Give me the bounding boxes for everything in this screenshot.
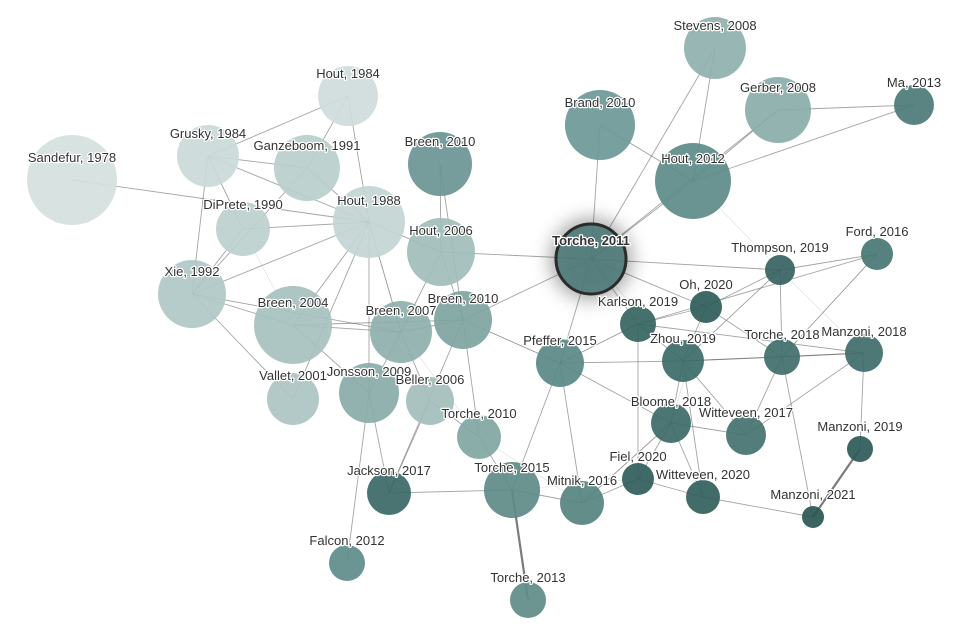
node-grusky1984[interactable]: [177, 125, 239, 187]
node-jonsson2009[interactable]: [339, 363, 399, 423]
node-torche2011[interactable]: [554, 222, 628, 296]
node-ford2016[interactable]: [861, 238, 893, 270]
node-label-ganzeboom1991: Ganzeboom, 1991: [254, 138, 361, 153]
node-xie1992[interactable]: [158, 260, 226, 328]
label-layer: Sandefur, 1978 Hout, 1984 Grusky, 1984 Ganz…: [27, 17, 943, 587]
node-label-manzoni2021: Manzoni, 2021: [770, 487, 855, 502]
edge-witteveen2020-manzoni2021: [702, 496, 814, 518]
node-mitnik2016[interactable]: [560, 481, 604, 525]
node-manzoni2021[interactable]: [802, 506, 824, 528]
node-pfeffer2015[interactable]: [536, 339, 584, 387]
node-layer: [27, 17, 934, 618]
node-label-stevens2008: Stevens, 2008: [673, 18, 756, 33]
edge-karlson2019-manzoni2018: [637, 323, 865, 354]
node-torche2013[interactable]: [510, 582, 546, 618]
node-breen2004[interactable]: [254, 286, 332, 364]
node-label-hout1988: Hout, 1988: [337, 193, 401, 208]
node-thompson2019[interactable]: [765, 255, 795, 285]
node-label-zhou2019: Zhou, 2019: [650, 331, 716, 346]
node-label-grusky1984: Grusky, 1984: [170, 126, 246, 141]
node-manzoni2018[interactable]: [845, 334, 883, 372]
node-stevens2008[interactable]: [684, 17, 746, 79]
edge-ford2016-karlson2019: [637, 253, 878, 325]
node-ma2013[interactable]: [894, 85, 934, 125]
node-label-hout1984: Hout, 1984: [316, 66, 380, 81]
node-gerber2008[interactable]: [745, 77, 811, 143]
node-label-beller2006: Beller, 2006: [396, 372, 465, 387]
node-diprete1990[interactable]: [216, 202, 270, 256]
node-label-gerber2008: Gerber, 2008: [740, 80, 816, 95]
edge-ma2013-hout2012: [692, 104, 915, 182]
node-label-sandefur1978: Sandefur, 1978: [28, 150, 116, 165]
node-label-breen2010b: Breen, 2010: [428, 291, 499, 306]
node-ganzeboom1991[interactable]: [274, 135, 340, 201]
node-label-ford2016: Ford, 2016: [846, 224, 909, 239]
node-falcon2012[interactable]: [329, 545, 365, 581]
node-label-torche2010: Torche, 2010: [441, 406, 516, 421]
edge-zhou2019-witteveen2020: [682, 360, 704, 498]
node-label-pfeffer2015: Pfeffer, 2015: [523, 333, 597, 348]
node-label-manzoni2019: Manzoni, 2019: [817, 419, 902, 434]
node-label-witteveen2017: Witteveen, 2017: [699, 405, 793, 420]
node-label-falcon2012: Falcon, 2012: [309, 533, 384, 548]
node-manzoni2019[interactable]: [847, 436, 873, 462]
node-label-ma2013: Ma, 2013: [887, 75, 941, 90]
edge-thompson2019-zhou2019: [682, 269, 781, 362]
node-label-vallet2001: Vallet, 2001: [259, 368, 327, 383]
edge-thompson2019-ford2016: [779, 253, 878, 271]
node-hout2012[interactable]: [655, 143, 731, 219]
edge-torche2018-manzoni2021: [781, 356, 814, 518]
node-label-diprete1990: DiPrete, 1990: [203, 197, 283, 212]
node-label-manzoni2018: Manzoni, 2018: [821, 324, 906, 339]
node-vallet2001[interactable]: [267, 373, 319, 425]
node-torche2018[interactable]: [764, 339, 800, 375]
node-label-xie1992: Xie, 1992: [165, 264, 220, 279]
node-oh2020[interactable]: [690, 291, 722, 323]
node-label-breen2010a: Breen, 2010: [405, 134, 476, 149]
node-label-brand2010: Brand, 2010: [565, 95, 636, 110]
node-jackson2017[interactable]: [367, 471, 411, 515]
node-label-breen2004: Breen, 2004: [258, 295, 329, 310]
faint-edge: [779, 269, 865, 354]
node-label-karlson2019: Karlson, 2019: [598, 294, 678, 309]
node-witteveen2017[interactable]: [726, 415, 766, 455]
node-label-oh2020: Oh, 2020: [679, 277, 733, 292]
edge-sandefur1978-hout1988: [71, 179, 370, 223]
node-label-hout2012: Hout, 2012: [661, 151, 725, 166]
node-label-mitnik2016: Mitnik, 2016: [547, 473, 617, 488]
node-label-torche2015: Torche, 2015: [474, 460, 549, 475]
node-breen2007[interactable]: [370, 301, 432, 363]
node-karlson2019[interactable]: [620, 306, 656, 342]
node-label-torche2013: Torche, 2013: [490, 570, 565, 585]
node-label-bloome2018: Bloome, 2018: [631, 394, 711, 409]
node-label-fiel2020: Fiel, 2020: [609, 449, 666, 464]
node-torche2015[interactable]: [484, 462, 540, 518]
node-sandefur1978[interactable]: [27, 135, 117, 225]
node-bloome2018[interactable]: [651, 403, 691, 443]
node-label-torche2018: Torche, 2018: [744, 327, 819, 342]
node-label-thompson2019: Thompson, 2019: [731, 240, 829, 255]
node-label-hout2006: Hout, 2006: [409, 223, 473, 238]
node-label-torche2011: Torche, 2011: [552, 233, 630, 248]
node-breen2010a[interactable]: [408, 132, 472, 196]
node-torche2010[interactable]: [457, 415, 501, 459]
node-brand2010[interactable]: [565, 90, 635, 160]
node-hout2006[interactable]: [407, 218, 475, 286]
edge-ford2016-torche2018: [781, 253, 878, 358]
node-beller2006[interactable]: [406, 377, 454, 425]
node-witteveen2020[interactable]: [686, 480, 720, 514]
edge-manzoni2018-witteveen2017: [745, 352, 865, 436]
node-fiel2020[interactable]: [622, 463, 654, 495]
node-label-jonsson2009: Jonsson, 2009: [327, 364, 412, 379]
node-label-witteveen2020: Witteveen, 2020: [656, 467, 750, 482]
node-label-jackson2017: Jackson, 2017: [347, 463, 431, 478]
node-zhou2019[interactable]: [662, 340, 704, 382]
node-breen2010b[interactable]: [434, 291, 492, 349]
node-hout1988[interactable]: [333, 186, 405, 258]
node-label-breen2007: Breen, 2007: [366, 303, 437, 318]
edge-manzoni2019-manzoni2021: [812, 448, 861, 518]
node-hout1984[interactable]: [318, 66, 378, 126]
